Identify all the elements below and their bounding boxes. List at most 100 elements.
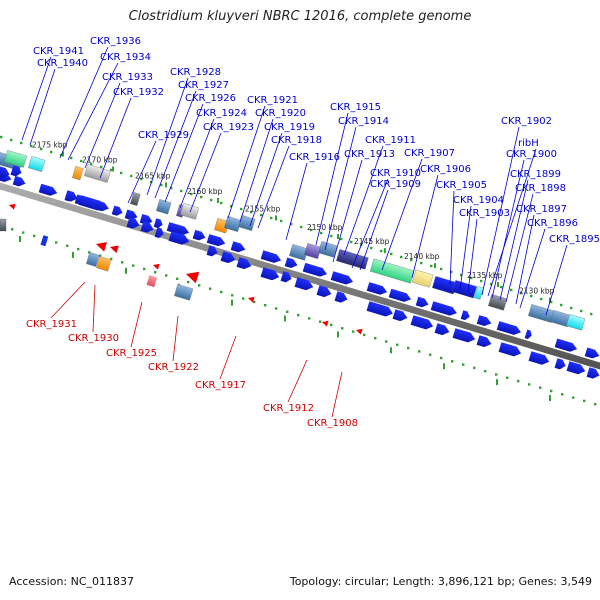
cds-forward-arrow xyxy=(316,285,332,298)
cds-forward-arrow xyxy=(220,251,236,264)
cds-forward-arrow xyxy=(260,250,282,263)
upper-scale-dot xyxy=(120,171,123,175)
upper-scale-dot xyxy=(390,252,393,256)
forward-gene-label: CKR_1898 xyxy=(515,183,566,194)
gene-block-shape xyxy=(318,241,338,258)
lower-scale-dot xyxy=(462,363,465,366)
forward-gene-label: CKR_1916 xyxy=(289,152,340,163)
cds-forward-arrow xyxy=(366,282,388,295)
cds-forward-arrow xyxy=(566,361,586,375)
lower-scale-dot xyxy=(352,330,355,333)
lower-scale-dot xyxy=(33,234,36,238)
gene-block-shape xyxy=(566,314,586,331)
forward-label-leader xyxy=(29,68,56,146)
upper-scale-dot xyxy=(130,174,133,178)
cds-forward-arrow xyxy=(168,231,190,245)
cds-forward-arrow-shape xyxy=(554,358,566,370)
lower-scale-dot xyxy=(506,376,509,379)
upper-scale-dot xyxy=(540,297,543,301)
forward-gene-label: CKR_1932 xyxy=(113,87,164,98)
upper-scale-dot xyxy=(340,237,343,241)
genome-summary-text: Topology: circular; Length: 3,896,121 bp… xyxy=(289,575,592,588)
lower-scale-dot xyxy=(110,257,113,261)
gene-block xyxy=(156,199,172,215)
cds-forward-arrow-shape xyxy=(566,361,586,375)
upper-scale-dot xyxy=(400,255,403,259)
kbp-tick-label: 2160 kbp xyxy=(187,187,223,196)
cds-forward-arrow-shape xyxy=(12,175,26,187)
cds-forward-arrow-shape xyxy=(460,310,470,321)
cds-forward-arrow-shape xyxy=(496,321,521,335)
lower-scale-dot xyxy=(121,261,124,264)
forward-label-leader xyxy=(381,158,423,271)
cds-forward-arrow-shape xyxy=(392,309,408,322)
kbp-tick-label: 2165 kbp xyxy=(135,171,171,180)
cds-forward-arrow-shape xyxy=(284,257,298,269)
forward-gene-label: CKR_1913 xyxy=(344,149,395,160)
cds-forward-arrow-shape xyxy=(430,301,457,316)
upper-scale-dot xyxy=(440,267,443,271)
upper-scale-dot xyxy=(240,207,243,211)
gene-block-shape xyxy=(4,150,28,168)
gene-block xyxy=(72,166,84,181)
lower-scale-dot xyxy=(396,343,399,346)
lower-scale-dot xyxy=(429,353,432,356)
forward-label-leader xyxy=(127,140,157,204)
forward-label-leader xyxy=(467,218,478,293)
cds-forward-arrow-shape xyxy=(206,234,226,247)
forward-label-leader xyxy=(189,132,222,213)
upper-scale-dot xyxy=(10,138,13,142)
lower-scale-dot xyxy=(231,294,234,297)
forward-gene-label: CKR_1915 xyxy=(330,102,381,113)
cds-forward-arrow xyxy=(388,288,412,302)
cds-reverse-feature xyxy=(356,328,363,335)
gene-block-shape xyxy=(156,199,172,215)
cds-forward-arrow xyxy=(10,165,22,177)
lower-scale-dot xyxy=(165,274,168,277)
forward-gene-label: CKR_1905 xyxy=(436,180,487,191)
forward-gene-label: CKR_1904 xyxy=(453,195,504,206)
gene-block xyxy=(488,294,508,311)
upper-scale-dot xyxy=(260,213,263,217)
upper-scale-dot xyxy=(420,261,423,265)
cds-forward-arrow-shape xyxy=(64,190,78,202)
upper-scale-dot xyxy=(590,312,593,316)
cds-forward-arrow-shape xyxy=(38,183,58,196)
forward-label-leader xyxy=(491,159,525,299)
gene-block xyxy=(452,280,477,299)
lower-scale-dot xyxy=(242,297,245,300)
cds-forward-arrow-shape xyxy=(140,221,154,233)
forward-label-leader xyxy=(449,190,455,286)
forward-gene-label: CKR_1927 xyxy=(178,80,229,91)
cds-forward-arrow xyxy=(334,291,348,303)
cds-forward-arrow xyxy=(415,296,429,308)
kbp-tick-label: 2175 kbp xyxy=(32,141,68,150)
forward-label-leader xyxy=(249,132,283,227)
cds-forward-arrow xyxy=(111,205,123,216)
lower-scale-dot xyxy=(132,264,135,267)
lower-scale-dot xyxy=(594,403,597,406)
lower-scale-dot xyxy=(297,313,300,317)
cds-forward-arrow-shape xyxy=(584,347,600,359)
cds-forward-arrow-shape xyxy=(139,213,153,225)
gene-block-shape xyxy=(369,258,415,284)
kbp-tick-label: 2170 kbp xyxy=(82,156,118,165)
cds-forward-arrow xyxy=(430,301,457,316)
cds-forward-arrow-shape xyxy=(524,329,532,340)
cds-reverse-feature xyxy=(9,203,16,210)
kbp-ticks: 2175 kbp 2170 kbp 2165 kbp 2160 kbp 2155 kbp… xyxy=(19,141,555,401)
lower-scale-dot xyxy=(484,370,487,373)
cds-forward-arrow xyxy=(12,175,26,187)
cds-forward-arrow xyxy=(476,335,492,348)
cds-forward-arrow xyxy=(38,183,58,196)
forward-label-leader xyxy=(519,228,546,309)
upper-scale-dot xyxy=(310,228,313,232)
lower-scale-dot xyxy=(539,386,542,389)
forward-label-leader xyxy=(505,193,534,303)
upper-scale-dot xyxy=(200,195,203,199)
label-leaders xyxy=(21,46,568,418)
upper-scale-dot xyxy=(570,306,573,310)
lower-scale-dot xyxy=(88,251,91,254)
